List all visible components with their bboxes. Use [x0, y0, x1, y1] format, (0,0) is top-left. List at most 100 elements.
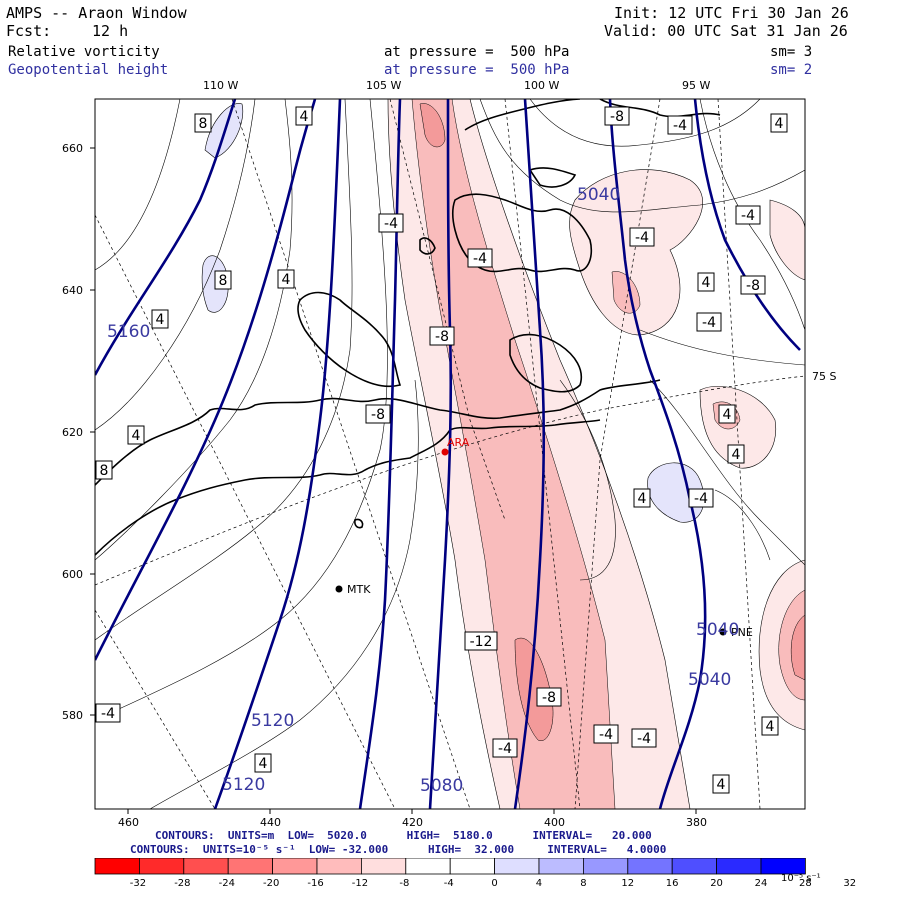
vorticity-label: 4: [277, 269, 295, 289]
svg-text:-4: -4: [635, 230, 649, 246]
svg-text:-4: -4: [694, 491, 708, 507]
vorticity-label: -4: [688, 488, 714, 508]
station-marker-mtk: [335, 585, 343, 593]
vorticity-label: -8: [604, 106, 630, 126]
field2-smoothing: sm= 2: [770, 62, 813, 78]
colorbar-swatch: [627, 858, 673, 875]
x-tick-label: 380: [686, 816, 707, 829]
colorbar-swatch: [671, 858, 718, 875]
station-marker-pne: [719, 628, 727, 636]
svg-text:-4: -4: [101, 706, 115, 722]
svg-text:-8: -8: [610, 109, 624, 125]
svg-text:-8: -8: [542, 690, 556, 706]
colorbar-swatch: [583, 858, 629, 875]
frame-ticks: [90, 147, 697, 814]
longitude-label: 110 W: [203, 79, 239, 92]
svg-text:4: 4: [717, 777, 726, 793]
y-tick-label: 620: [62, 426, 83, 439]
colorbar-tick-label: 12: [621, 878, 635, 889]
svg-text:-4: -4: [637, 731, 651, 747]
svg-text:4: 4: [766, 719, 775, 735]
colorbar-tick-label: 20: [710, 878, 723, 889]
field2-level: at pressure = 500 hPa: [384, 62, 570, 78]
coastline: [95, 99, 721, 556]
longitude-label: 95 W: [682, 79, 711, 92]
vorticity-negative-edge: [790, 614, 805, 681]
vorticity-negative-max: [419, 103, 446, 148]
height-contour-label: 5120: [222, 775, 265, 795]
svg-text:4: 4: [732, 447, 741, 463]
station-label-ara: ARA: [447, 436, 470, 449]
colorbar-tick-label: 28: [799, 878, 812, 889]
colorbar-tick-label: 16: [665, 878, 679, 889]
x-tick-label: 420: [402, 816, 423, 829]
svg-text:4: 4: [259, 756, 268, 772]
svg-text:-4: -4: [702, 315, 716, 331]
vorticity-label: -4: [667, 115, 693, 135]
vorticity-negative-region: [769, 199, 805, 281]
colorbar-swatch: [360, 858, 407, 875]
vorticity-label: -8: [429, 326, 455, 346]
y-tick-label: 600: [62, 568, 83, 581]
colorbar-swatch: [760, 858, 806, 875]
colorbar-tick-label: -24: [218, 878, 235, 889]
y-tick-label: 640: [62, 284, 83, 297]
colorbar-tick-label: -12: [351, 878, 369, 889]
vorticity-label: 4: [127, 425, 145, 445]
field1-level: at pressure = 500 hPa: [384, 44, 570, 60]
svg-text:4: 4: [638, 491, 647, 507]
init-time: Init: 12 UTC Fri 30 Jan 26: [614, 4, 849, 22]
svg-text:4: 4: [156, 312, 165, 328]
vorticity-label: 4: [151, 309, 169, 329]
svg-text:8: 8: [100, 463, 109, 479]
svg-text:-8: -8: [435, 329, 449, 345]
latitude-label: 75 S: [812, 370, 837, 383]
vorticity-label: 4: [295, 106, 313, 126]
field2-name: Geopotential height: [8, 62, 169, 78]
colorbar: [94, 858, 806, 875]
vorticity-label: -4: [629, 227, 655, 247]
colorbar-tick-label: -20: [263, 878, 280, 889]
vorticity-label: -8: [365, 404, 391, 424]
height-contour-label: 5040: [696, 620, 739, 640]
longitude-label: 105 W: [366, 79, 402, 92]
vorticity-label: 8: [95, 460, 113, 480]
svg-text:-4: -4: [599, 727, 613, 743]
colorbar-swatch: [405, 858, 451, 875]
x-tick-label: 400: [544, 816, 565, 829]
colorbar-tick-label: 0: [491, 878, 498, 889]
vorticity-label: 8: [194, 113, 212, 133]
y-tick-label: 580: [62, 709, 83, 722]
x-tick-label: 460: [118, 816, 139, 829]
svg-text:4: 4: [723, 407, 732, 423]
colorbar-swatch: [272, 858, 318, 875]
colorbar-swatch: [138, 858, 185, 875]
height-contour-label: 5080: [420, 776, 463, 796]
colorbar-tick-label: 8: [580, 878, 587, 889]
height-contours: [95, 99, 801, 809]
colorbar-swatch: [449, 858, 496, 875]
vorticity-label: -4: [593, 724, 619, 744]
svg-text:-4: -4: [673, 118, 687, 134]
map-title: AMPS -- Araon Window: [6, 4, 187, 22]
vorticity-negative-max: [514, 637, 554, 741]
colorbar-units: 10⁻⁵ s⁻¹: [781, 873, 821, 884]
vorticity-label: 4: [761, 716, 779, 736]
colorbar-tick-label: -8: [399, 878, 410, 889]
colorbar-swatch: [94, 858, 140, 875]
vorticity-label: -4: [378, 213, 404, 233]
height-contour-label: 5120: [251, 711, 294, 731]
svg-text:-4: -4: [741, 208, 755, 224]
height-contour-label: 5160: [107, 322, 150, 342]
colorbar-swatch: [538, 858, 584, 875]
station-label-mtk: MTK: [347, 583, 371, 596]
colorbar-tick-label: 4: [535, 878, 543, 889]
svg-text:-4: -4: [473, 251, 487, 267]
forecast-label: Fcst:: [6, 22, 52, 40]
colorbar-tick-label: -28: [174, 878, 191, 889]
field1-smoothing: sm= 3: [770, 44, 813, 60]
y-tick-label: 660: [62, 142, 83, 155]
colorbar-tick-label: 24: [754, 878, 768, 889]
svg-text:-8: -8: [371, 407, 385, 423]
